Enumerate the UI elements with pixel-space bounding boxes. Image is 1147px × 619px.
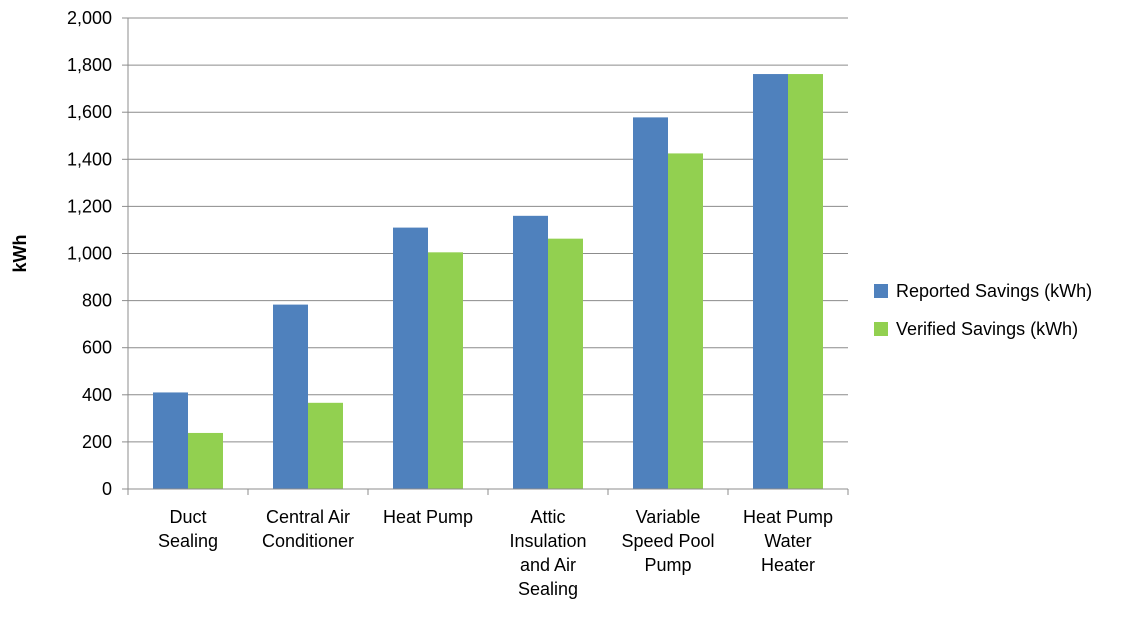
y-tick-label: 400 <box>82 385 112 405</box>
bar-verified <box>308 402 343 489</box>
y-tick-label: 200 <box>82 432 112 452</box>
axes <box>127 18 849 495</box>
bar-reported <box>153 392 188 489</box>
legend-swatch <box>874 284 888 298</box>
y-tick-label: 1,400 <box>67 149 112 169</box>
bar-reported <box>753 74 788 489</box>
bar-reported <box>513 215 548 489</box>
y-tick-label: 1,600 <box>67 102 112 122</box>
bar-reported <box>633 117 668 490</box>
x-category-label: Duct Sealing <box>158 507 218 551</box>
bar-verified <box>548 238 583 489</box>
x-category-label: Heat Pump <box>383 507 473 527</box>
x-category-label: Heat Pump Water Heater <box>743 507 833 575</box>
y-tick-label: 800 <box>82 291 112 311</box>
bar-reported <box>393 227 428 489</box>
y-tick-label: 0 <box>102 479 112 499</box>
bar-verified <box>668 153 703 489</box>
legend-label: Reported Savings (kWh) <box>896 281 1092 301</box>
y-tick-label: 1,200 <box>67 196 112 216</box>
y-tick-label: 1,000 <box>67 244 112 264</box>
y-axis-tick-labels: 0 200 400 600 800 1,000 1,200 1,400 1,600 1,800 2,… <box>67 8 112 499</box>
x-category-label: Attic Insulation and Air Sealing <box>509 507 586 599</box>
y-axis-title: kWh <box>10 235 30 273</box>
legend-swatch <box>874 322 888 336</box>
bar-reported <box>273 304 308 489</box>
bar-verified <box>188 432 223 489</box>
gridlines <box>122 17 848 490</box>
x-axis-category-labels: Duct Sealing Central Air Conditioner Heat Pu… <box>158 507 833 599</box>
legend: Reported Savings (kWh) Verified Savings (… <box>874 281 1092 339</box>
bars <box>153 74 823 490</box>
x-category-label: Variable Speed Pool Pump <box>621 507 714 575</box>
y-tick-label: 2,000 <box>67 8 112 28</box>
bar-verified <box>428 252 463 489</box>
y-tick-label: 600 <box>82 338 112 358</box>
x-category-label: Central Air Conditioner <box>262 507 354 551</box>
y-tick-label: 1,800 <box>67 55 112 75</box>
legend-label: Verified Savings (kWh) <box>896 319 1078 339</box>
bar-verified <box>788 74 823 489</box>
